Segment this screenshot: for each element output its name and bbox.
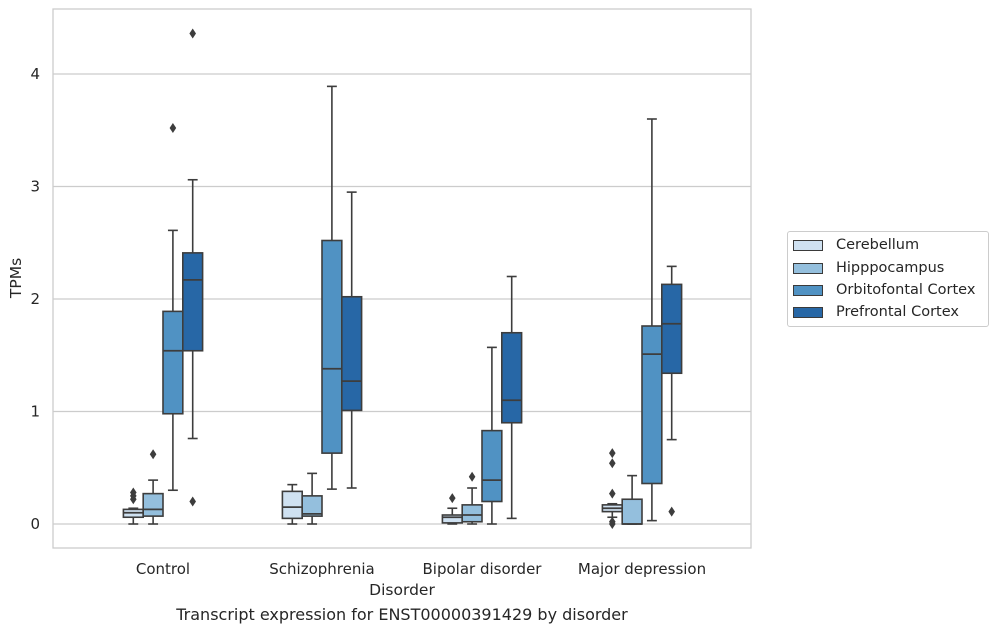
legend-swatch-prefrontal-cortex: [793, 306, 823, 318]
box-hipppocampus-major-depression: [621, 474, 643, 525]
box-hipppocampus-control: [142, 449, 164, 525]
box-cerebellum-schizophrenia: [281, 483, 303, 525]
flier-prefrontal-cortex-control-0: [189, 496, 196, 507]
y-tick-label-4: 4: [30, 65, 40, 83]
plot-area: [52, 8, 752, 549]
legend: Cerebellum Hipppocampus Orbitofontal Cor…: [787, 231, 989, 327]
legend-item-orbitofrontal-cortex: Orbitofontal Cortex: [793, 280, 975, 300]
legend-item-hippocampus: Hipppocampus: [793, 258, 944, 278]
box-body-prefrontal-cortex-major-depression: [660, 283, 683, 375]
flier-hipppocampus-control-0: [149, 449, 157, 460]
box-orbitofontal-cortex-bipolar-disorder: [481, 346, 503, 525]
x-tick-label-schizophrenia: Schizophrenia: [269, 560, 374, 578]
y-tick-label-3: 3: [30, 178, 40, 196]
flier-cerebellum-major-depression-4: [609, 448, 616, 459]
box-prefrontal-cortex-schizophrenia: [340, 191, 363, 489]
y-tick-labels: 0 1 2 3 4: [30, 65, 40, 533]
flier-cerebellum-major-depression-1: [609, 516, 616, 527]
box-body-hipppocampus-schizophrenia: [301, 495, 323, 517]
box-body-cerebellum-schizophrenia: [281, 490, 303, 520]
box-body-prefrontal-cortex-schizophrenia: [340, 295, 363, 412]
legend-label-hippocampus: Hipppocampus: [836, 260, 945, 276]
legend-item-prefrontal-cortex: Prefrontal Cortex: [793, 302, 959, 322]
box-body-orbitofontal-cortex-schizophrenia: [321, 239, 343, 454]
box-body-hipppocampus-major-depression: [621, 498, 643, 525]
chart-caption: Transcript expression for ENST0000039142…: [176, 605, 628, 624]
legend-label-orbitofrontal-cortex: Orbitofontal Cortex: [836, 282, 976, 298]
flier-prefrontal-cortex-control-1: [189, 28, 196, 39]
box-orbitofontal-cortex-control: [162, 123, 184, 492]
box-body-orbitofontal-cortex-bipolar-disorder: [481, 429, 503, 503]
box-hipppocampus-bipolar-disorder: [461, 471, 483, 525]
box-prefrontal-cortex-bipolar-disorder: [500, 275, 523, 520]
legend-label-cerebellum: Cerebellum: [836, 237, 920, 253]
box-body-orbitofontal-cortex-major-depression: [641, 325, 663, 485]
flier-cerebellum-bipolar-disorder-0: [449, 493, 456, 504]
x-tick-labels: Control Schizophrenia Bipolar disorder Majo…: [136, 560, 706, 578]
flier-prefrontal-cortex-major-depression-0: [668, 506, 675, 517]
legend-swatch-hippocampus: [793, 262, 823, 274]
box-orbitofontal-cortex-major-depression: [641, 118, 663, 522]
y-tick-label-1: 1: [30, 403, 40, 421]
flier-hipppocampus-bipolar-disorder-0: [468, 471, 476, 482]
box-hipppocampus-schizophrenia: [301, 472, 323, 525]
box-cerebellum-control: [122, 487, 145, 525]
x-tick-label-control: Control: [136, 560, 190, 578]
box-body-orbitofontal-cortex-control: [162, 310, 184, 415]
x-tick-label-bipolar-disorder: Bipolar disorder: [423, 560, 543, 578]
box-cerebellum-bipolar-disorder: [441, 493, 463, 525]
box-prefrontal-cortex-major-depression: [660, 265, 683, 517]
y-tick-label-0: 0: [30, 515, 40, 533]
box-body-hipppocampus-control: [142, 492, 164, 517]
legend-label-prefrontal-cortex: Prefrontal Cortex: [836, 304, 959, 320]
legend-swatch-orbitofrontal-cortex: [793, 284, 823, 296]
box-groups: [122, 28, 683, 529]
y-tick-label-2: 2: [30, 290, 40, 308]
box-prefrontal-cortex-control: [182, 28, 204, 507]
x-axis-label: Disorder: [369, 581, 435, 599]
legend-item-cerebellum: Cerebellum: [793, 235, 919, 255]
box-body-prefrontal-cortex-bipolar-disorder: [500, 331, 523, 424]
box-body-prefrontal-cortex-control: [182, 252, 204, 352]
flier-cerebellum-control-2: [130, 487, 137, 498]
flier-cerebellum-major-depression-2: [609, 488, 616, 499]
box-body-cerebellum-bipolar-disorder: [441, 514, 463, 524]
flier-orbitofontal-cortex-control-0: [169, 123, 177, 133]
flier-cerebellum-major-depression-3: [609, 458, 616, 469]
y-axis-label: TPMs: [7, 258, 25, 299]
box-body-hipppocampus-bipolar-disorder: [461, 504, 483, 523]
legend-swatch-cerebellum: [793, 239, 823, 251]
x-tick-label-major-depression: Major depression: [578, 560, 706, 578]
